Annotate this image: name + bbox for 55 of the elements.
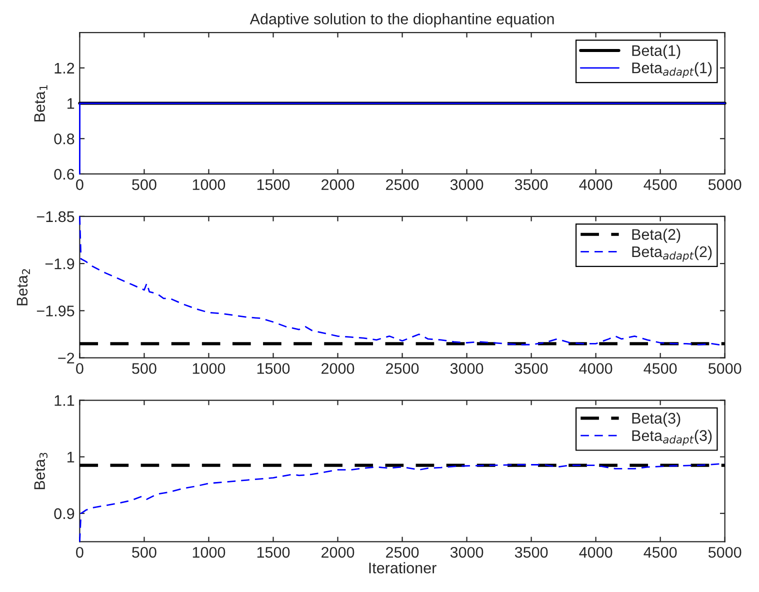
x-tick-label: 2000	[322, 363, 354, 374]
x-tick-label: 0	[76, 363, 84, 374]
x-tick-label: 2000	[322, 546, 354, 558]
y-tick-label: −1.9	[45, 258, 74, 270]
x-tick-label: 1500	[257, 179, 290, 190]
y-tick-label: −1.95	[36, 306, 74, 316]
y-axis-title: Beta$_{3}$	[34, 452, 48, 490]
y-tick-label: 0.9	[54, 508, 74, 520]
x-tick-label: 1000	[192, 363, 226, 374]
x-tick-label: 3000	[450, 363, 484, 374]
y-tick-label: 0.6	[54, 168, 74, 180]
y-tick-label: −2	[58, 352, 74, 364]
x-tick-label: 3000	[450, 179, 484, 190]
x-tick-label: 4000	[579, 179, 612, 190]
x-tick-label: 4500	[644, 546, 677, 558]
y-tick-label: −1.85	[36, 211, 74, 222]
y-tick-label: 1.2	[54, 62, 74, 74]
x-tick-label: 5000	[708, 179, 742, 190]
x-tick-label: 2500	[386, 546, 419, 558]
x-tick-label: 3500	[514, 179, 548, 190]
x-tick-label: 4000	[579, 363, 612, 374]
x-tick-label: 1000	[192, 179, 226, 190]
x-tick-label: 4500	[644, 179, 677, 190]
x-tick-label: 1000	[192, 546, 226, 558]
y-tick-label: 1.1	[54, 395, 74, 406]
y-axis-title: Beta$_{1}$	[34, 85, 48, 122]
x-tick-label: 5000	[708, 546, 742, 558]
x-tick-label: 1500	[257, 546, 290, 558]
x-tick-label: 500	[132, 179, 156, 190]
x-tick-label: 0	[76, 179, 84, 190]
x-tick-label: 2500	[386, 179, 419, 190]
x-tick-label: 500	[132, 546, 156, 558]
x-tick-label: 5000	[708, 363, 742, 374]
y-tick-label: 1	[68, 98, 74, 109]
y-tick-label: 1	[68, 452, 74, 462]
legend-label: Beta$_{adapt}$(3)	[632, 430, 712, 446]
chart-title: Adaptive solution to the diophantine equation	[250, 13, 554, 28]
y-axis-title: Beta$_{2}$	[16, 269, 30, 306]
x-tick-label: 4500	[644, 363, 677, 374]
y-tick-label: 0.8	[54, 133, 74, 144]
x-tick-label: 3000	[450, 546, 484, 558]
x-tick-label: 3500	[514, 546, 548, 558]
legend-label: Beta$_{adapt}$(1)	[632, 62, 712, 78]
legend-label: Beta(3)	[632, 412, 680, 427]
x-axis-title: Iterationer	[369, 562, 436, 574]
x-tick-label: 1500	[257, 363, 290, 374]
x-tick-label: 2000	[322, 179, 354, 190]
x-tick-label: 3500	[514, 363, 548, 374]
x-tick-label: 4000	[579, 546, 612, 558]
x-tick-label: 2500	[386, 363, 419, 374]
legend-label: Beta(1)	[632, 44, 680, 60]
x-tick-label: 500	[132, 363, 156, 374]
legend-label: Beta$_{adapt}$(2)	[632, 246, 712, 262]
legend-label: Beta(2)	[632, 228, 680, 243]
x-tick-label: 0	[76, 546, 84, 558]
